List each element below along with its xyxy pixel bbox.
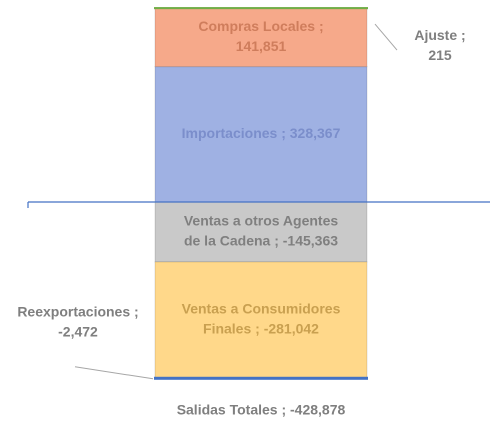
- segment-label: Finales ; -281,042: [203, 321, 319, 337]
- bar-segment: [154, 376, 368, 380]
- total-label: Salidas Totales ; -428,878: [177, 402, 346, 418]
- segment-label: Reexportaciones ;: [17, 304, 138, 320]
- segment-label: Ajuste ;: [414, 27, 465, 43]
- segment-label: -2,472: [58, 324, 98, 340]
- segment-label: 141,851: [236, 38, 287, 54]
- segment-label: Ventas a otros Agentes: [184, 213, 339, 229]
- bar-segment: [154, 66, 368, 203]
- leader-line: [74, 366, 154, 380]
- segment-label: de la Cadena ; -145,363: [184, 233, 338, 249]
- segment-label: 215: [428, 47, 452, 63]
- segment-label: Importaciones ; 328,367: [182, 125, 341, 141]
- leader-line: [374, 23, 398, 51]
- bar-segment: [154, 7, 368, 68]
- bar-segment: [154, 261, 368, 379]
- segment-label: Compras Locales ;: [198, 18, 323, 34]
- segment-label: Ventas a Consumidores: [182, 301, 341, 317]
